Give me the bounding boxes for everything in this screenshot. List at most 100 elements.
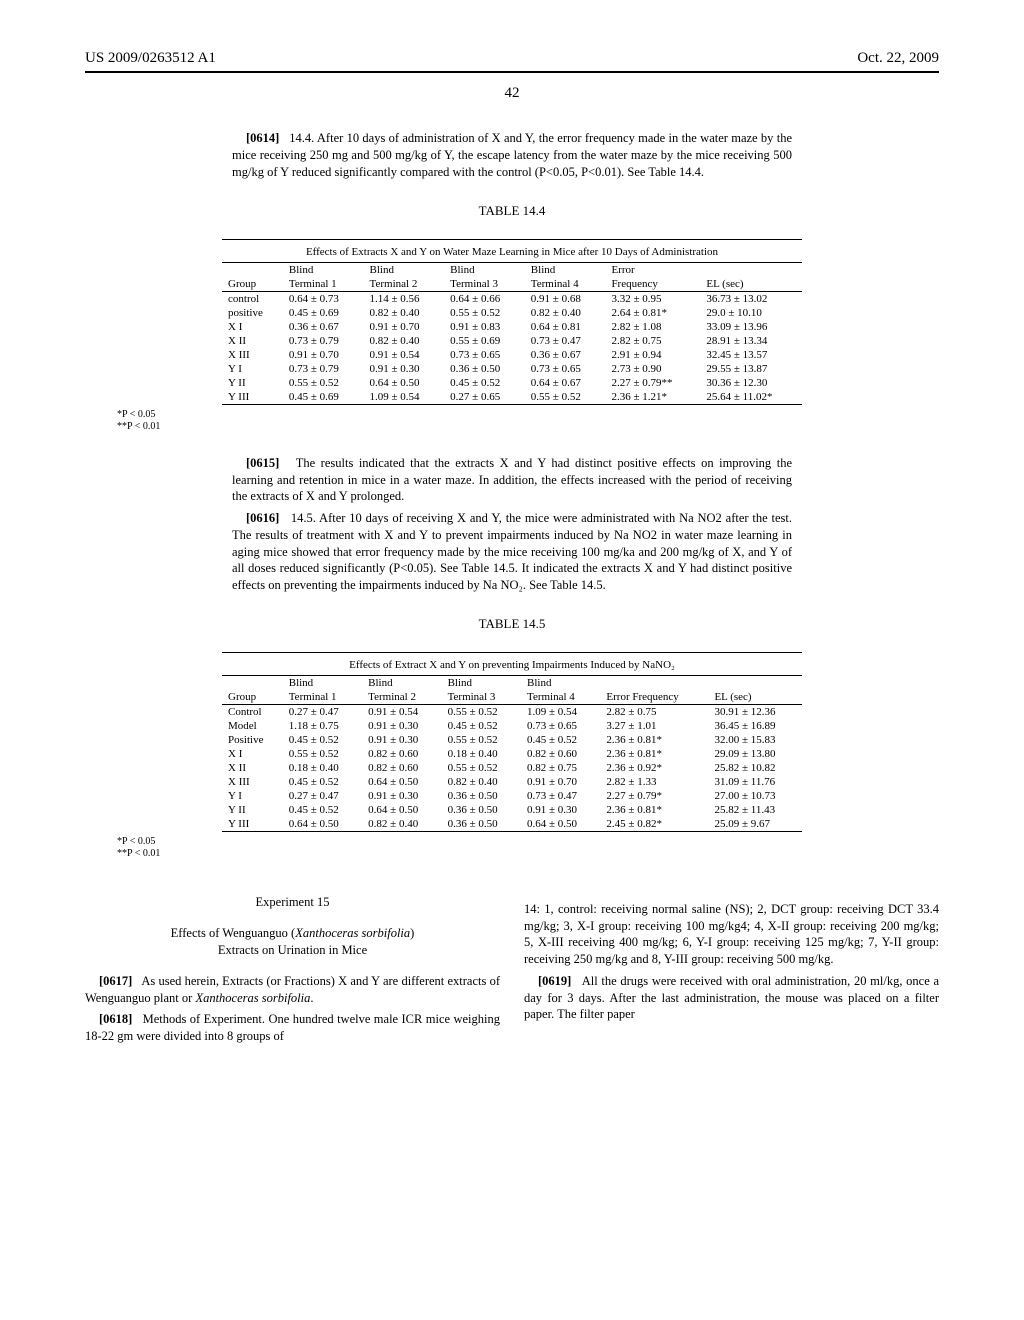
col-header: Blind xyxy=(444,262,525,277)
table-cell: 2.45 ± 0.82* xyxy=(600,817,708,832)
table-cell: 2.36 ± 1.21* xyxy=(605,390,700,405)
table-cell: 0.45 ± 0.69 xyxy=(283,390,364,405)
table-cell: 0.82 ± 0.40 xyxy=(364,306,445,320)
table-145: Effects of Extract X and Y on preventing… xyxy=(85,652,939,832)
table-title: Effects of Extract X and Y on preventing… xyxy=(222,655,802,676)
experiment-subheading: Effects of Wenguanguo (Xanthoceras sorbi… xyxy=(85,925,500,959)
table-cell: 1.18 ± 0.75 xyxy=(283,719,362,733)
table-cell: 0.91 ± 0.30 xyxy=(362,719,441,733)
table-row: Model1.18 ± 0.750.91 ± 0.300.45 ± 0.520.… xyxy=(222,719,802,733)
paragraph-0615: [0615] The results indicated that the ex… xyxy=(232,455,792,595)
table-cell: 0.91 ± 0.30 xyxy=(364,362,445,376)
col-header: Terminal 2 xyxy=(364,277,445,292)
table-cell: 2.27 ± 0.79* xyxy=(600,789,708,803)
table-cell: 0.36 ± 0.50 xyxy=(442,803,521,817)
footnote: *P < 0.05 xyxy=(117,836,939,848)
table-cell: 0.73 ± 0.65 xyxy=(521,719,600,733)
para-number: [0615] xyxy=(246,456,279,470)
table-cell: control xyxy=(222,291,283,306)
table-cell: 0.45 ± 0.52 xyxy=(444,376,525,390)
col-header: Terminal 4 xyxy=(525,277,606,292)
table-145-caption: TABLE 14.5 xyxy=(85,616,939,632)
table-cell: 0.64 ± 0.66 xyxy=(444,291,525,306)
table-cell: 0.27 ± 0.65 xyxy=(444,390,525,405)
table-cell: 2.91 ± 0.94 xyxy=(605,348,700,362)
table-cell: 2.64 ± 0.81* xyxy=(605,306,700,320)
table-cell: 0.18 ± 0.40 xyxy=(283,761,362,775)
table-row: X II0.73 ± 0.790.82 ± 0.400.55 ± 0.690.7… xyxy=(222,334,802,348)
table-cell: 2.27 ± 0.79** xyxy=(605,376,700,390)
para-text: All the drugs were received with oral ad… xyxy=(524,974,939,1022)
table-cell: 3.32 ± 0.95 xyxy=(605,291,700,306)
table-144-caption: TABLE 14.4 xyxy=(85,203,939,219)
table-row: control0.64 ± 0.731.14 ± 0.560.64 ± 0.66… xyxy=(222,291,802,306)
table-cell: 0.91 ± 0.70 xyxy=(364,320,445,334)
table-cell: 0.45 ± 0.52 xyxy=(283,733,362,747)
table-cell: 0.45 ± 0.52 xyxy=(442,719,521,733)
table-cell: 28.91 ± 13.34 xyxy=(700,334,802,348)
table-cell: Y II xyxy=(222,803,283,817)
table-cell: 0.27 ± 0.47 xyxy=(283,789,362,803)
table-cell: 0.36 ± 0.50 xyxy=(442,789,521,803)
table-cell: 36.73 ± 13.02 xyxy=(700,291,802,306)
table-row: positive0.45 ± 0.690.82 ± 0.400.55 ± 0.5… xyxy=(222,306,802,320)
table-cell: 2.36 ± 0.92* xyxy=(600,761,708,775)
table-cell: 0.91 ± 0.30 xyxy=(521,803,600,817)
table-144-footnotes: *P < 0.05**P < 0.01 xyxy=(117,409,939,433)
table-cell: Y I xyxy=(222,362,283,376)
col-header: EL (sec) xyxy=(700,277,802,292)
table-cell: 33.09 ± 13.96 xyxy=(700,320,802,334)
table-row: Y III0.64 ± 0.500.82 ± 0.400.36 ± 0.500.… xyxy=(222,817,802,832)
table-cell: 0.82 ± 0.75 xyxy=(521,761,600,775)
col-header: Error Frequency xyxy=(600,690,708,705)
table-cell: 0.64 ± 0.50 xyxy=(283,817,362,832)
para-text: 14.4. After 10 days of administration of… xyxy=(232,131,792,179)
footnote: **P < 0.01 xyxy=(117,421,939,433)
page-number: 42 xyxy=(85,85,939,102)
paragraph-0617: [0617] As used herein, Extracts (or Frac… xyxy=(85,973,500,1007)
right-column: 14: 1, control: receiving normal saline … xyxy=(524,888,939,1057)
table-cell: 0.82 ± 0.40 xyxy=(442,775,521,789)
paragraph-0618: [0618] Methods of Experiment. One hundre… xyxy=(85,1011,500,1045)
publication-date: Oct. 22, 2009 xyxy=(857,50,939,67)
col-header: Blind xyxy=(283,676,362,691)
table-cell: 25.64 ± 11.02* xyxy=(700,390,802,405)
table-cell: 25.82 ± 11.43 xyxy=(708,803,802,817)
para-number: [0614] xyxy=(246,131,279,145)
table-cell: 0.91 ± 0.70 xyxy=(283,348,364,362)
table-cell: 0.36 ± 0.67 xyxy=(525,348,606,362)
table-cell: 0.45 ± 0.52 xyxy=(283,803,362,817)
table-cell: 0.82 ± 0.40 xyxy=(525,306,606,320)
table-cell: 29.09 ± 13.80 xyxy=(708,747,802,761)
col-header: EL (sec) xyxy=(708,690,802,705)
table-cell: X I xyxy=(222,320,283,334)
table-cell: 2.36 ± 0.81* xyxy=(600,803,708,817)
table-cell: 36.45 ± 16.89 xyxy=(708,719,802,733)
col-header: Error xyxy=(605,262,700,277)
table-cell: 0.82 ± 0.40 xyxy=(362,817,441,832)
table-cell: 30.36 ± 12.30 xyxy=(700,376,802,390)
table-cell: Control xyxy=(222,705,283,720)
table-cell: 0.82 ± 0.60 xyxy=(362,747,441,761)
paragraph-0616: [0616] 14.5. After 10 days of receiving … xyxy=(232,510,792,594)
table-cell: 0.91 ± 0.83 xyxy=(444,320,525,334)
para-text: Methods of Experiment. One hundred twelv… xyxy=(85,1012,500,1043)
table-cell: 0.73 ± 0.47 xyxy=(521,789,600,803)
col-header: Terminal 3 xyxy=(444,277,525,292)
table-cell: 1.14 ± 0.56 xyxy=(364,291,445,306)
table-cell: 0.55 ± 0.52 xyxy=(283,747,362,761)
table-cell: 0.82 ± 0.40 xyxy=(364,334,445,348)
table-cell: 0.45 ± 0.52 xyxy=(521,733,600,747)
table-cell: 0.18 ± 0.40 xyxy=(442,747,521,761)
table-cell: 0.55 ± 0.69 xyxy=(444,334,525,348)
table-row: Y I0.73 ± 0.790.91 ± 0.300.36 ± 0.500.73… xyxy=(222,362,802,376)
continuation-text: 14: 1, control: receiving normal saline … xyxy=(524,901,939,969)
table-cell: 0.73 ± 0.65 xyxy=(444,348,525,362)
table-cell: 2.36 ± 0.81* xyxy=(600,733,708,747)
table-row: X II0.18 ± 0.400.82 ± 0.600.55 ± 0.520.8… xyxy=(222,761,802,775)
table-cell: 31.09 ± 11.76 xyxy=(708,775,802,789)
col-header: Group xyxy=(222,690,283,705)
table-cell: 0.36 ± 0.50 xyxy=(444,362,525,376)
table-cell: 2.36 ± 0.81* xyxy=(600,747,708,761)
table-row: X III0.91 ± 0.700.91 ± 0.540.73 ± 0.650.… xyxy=(222,348,802,362)
